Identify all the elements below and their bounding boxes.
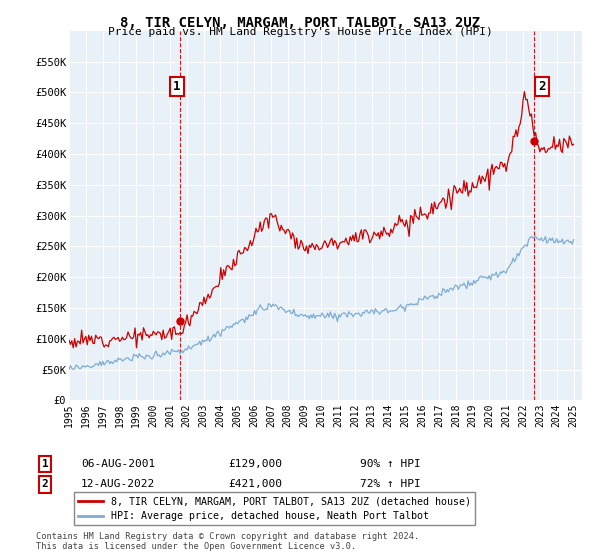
Text: 90% ↑ HPI: 90% ↑ HPI — [360, 459, 421, 469]
Text: 2: 2 — [538, 80, 546, 93]
Legend: 8, TIR CELYN, MARGAM, PORT TALBOT, SA13 2UZ (detached house), HPI: Average price: 8, TIR CELYN, MARGAM, PORT TALBOT, SA13 … — [74, 492, 475, 525]
Text: 2: 2 — [41, 479, 49, 489]
Text: 06-AUG-2001: 06-AUG-2001 — [81, 459, 155, 469]
Text: 72% ↑ HPI: 72% ↑ HPI — [360, 479, 421, 489]
Text: £421,000: £421,000 — [228, 479, 282, 489]
Text: £129,000: £129,000 — [228, 459, 282, 469]
Text: 1: 1 — [173, 80, 181, 93]
Text: 12-AUG-2022: 12-AUG-2022 — [81, 479, 155, 489]
Text: Contains HM Land Registry data © Crown copyright and database right 2024.
This d: Contains HM Land Registry data © Crown c… — [36, 532, 419, 552]
Text: 1: 1 — [41, 459, 49, 469]
Text: Price paid vs. HM Land Registry's House Price Index (HPI): Price paid vs. HM Land Registry's House … — [107, 27, 493, 37]
Text: 8, TIR CELYN, MARGAM, PORT TALBOT, SA13 2UZ: 8, TIR CELYN, MARGAM, PORT TALBOT, SA13 … — [120, 16, 480, 30]
